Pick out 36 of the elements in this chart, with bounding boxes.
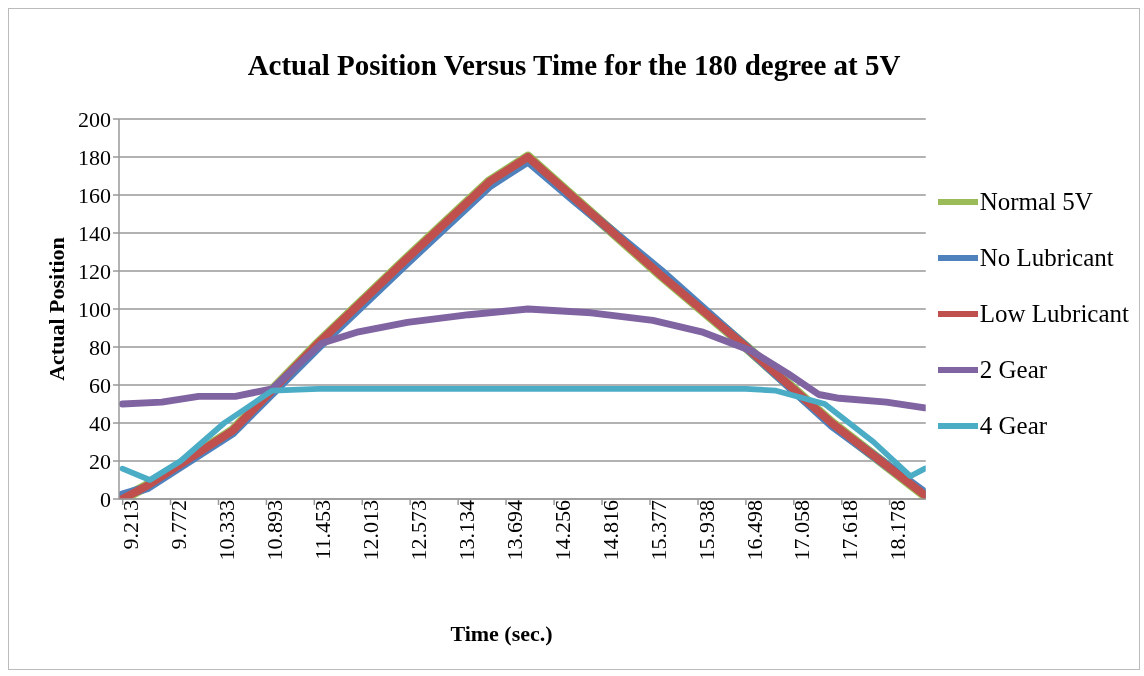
x-tick-label: 10.333 bbox=[214, 500, 240, 561]
x-tick-label: 14.256 bbox=[549, 500, 575, 561]
legend-label: Normal 5V bbox=[979, 188, 1093, 216]
x-tick-label: 14.816 bbox=[597, 500, 623, 561]
x-tick-label: 17.058 bbox=[789, 500, 815, 561]
y-tick-label: 20 bbox=[89, 448, 111, 474]
chart-title: Actual Position Versus Time for the 180 degree at 5V bbox=[246, 49, 902, 82]
x-tick-label: 15.938 bbox=[693, 500, 719, 561]
x-tick-label: 16.498 bbox=[741, 500, 767, 561]
y-tick-label: 160 bbox=[78, 182, 111, 208]
x-tick-label: 10.893 bbox=[262, 500, 288, 561]
legend-label: 4 Gear bbox=[979, 412, 1048, 440]
y-tick-label: 80 bbox=[89, 334, 111, 360]
x-tick-label: 13.134 bbox=[453, 500, 479, 561]
x-tick-label: 15.377 bbox=[645, 500, 671, 561]
y-axis-title: Actual Position bbox=[44, 237, 70, 381]
x-tick-label: 11.453 bbox=[309, 500, 335, 560]
y-tick-label: 100 bbox=[78, 296, 111, 322]
y-tick-label: 0 bbox=[100, 486, 111, 512]
x-tick-label: 13.694 bbox=[501, 500, 527, 561]
y-tick-label: 200 bbox=[78, 106, 111, 132]
x-axis-title: Time (sec.) bbox=[449, 621, 554, 647]
x-tick-label: 9.772 bbox=[166, 500, 192, 550]
y-tick-label: 140 bbox=[78, 220, 111, 246]
x-tick-label: 12.573 bbox=[405, 500, 431, 561]
legend-label: Low Lubricant bbox=[979, 300, 1129, 328]
y-tick-label: 60 bbox=[89, 372, 111, 398]
x-tick-label: 9.213 bbox=[118, 500, 144, 550]
legend-label: No Lubricant bbox=[979, 244, 1114, 272]
y-tick-label: 120 bbox=[78, 258, 111, 284]
x-tick-label: 12.013 bbox=[357, 500, 383, 561]
legend-label: 2 Gear bbox=[979, 356, 1048, 384]
y-tick-label: 40 bbox=[89, 410, 111, 436]
y-tick-label: 180 bbox=[78, 144, 111, 170]
x-tick-label: 17.618 bbox=[837, 500, 863, 561]
x-tick-label: 18.178 bbox=[885, 500, 911, 561]
